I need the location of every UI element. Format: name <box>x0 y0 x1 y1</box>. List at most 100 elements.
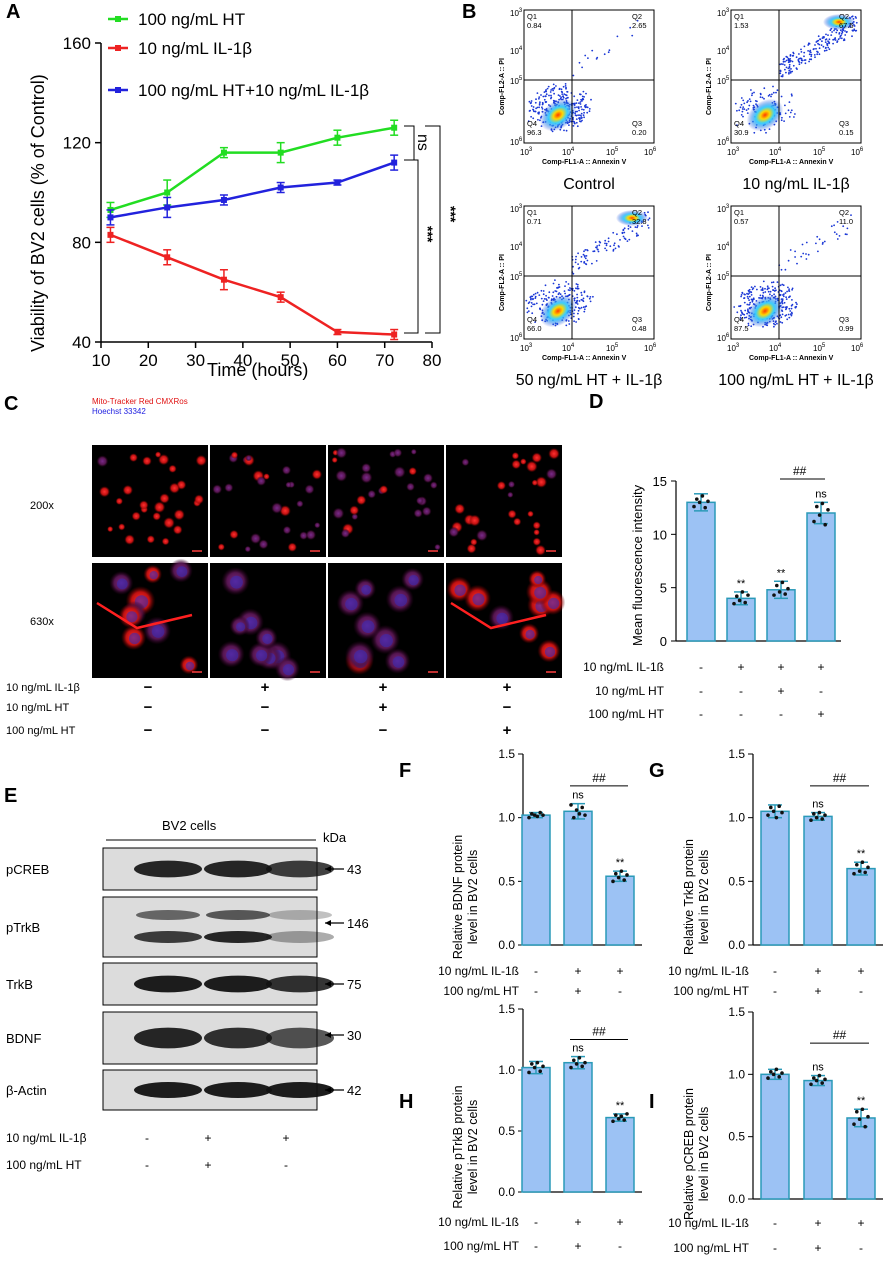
cell-nucleus <box>282 664 295 676</box>
flow-event-dot <box>769 293 771 296</box>
flow-event-dot <box>788 288 790 290</box>
small-condition-mark: - <box>534 984 538 998</box>
small-sig-bracket: ## <box>833 1028 847 1042</box>
flow-event-dot <box>763 87 766 90</box>
flow-event-dot <box>573 290 576 292</box>
cell-nucleus <box>176 566 188 577</box>
flow-event-dot <box>541 106 543 109</box>
small-data-point <box>538 1069 542 1074</box>
small-data-point <box>569 1065 573 1070</box>
cell-blob <box>527 510 534 518</box>
flow-event-dot <box>822 45 825 48</box>
flow-plot-caption: Control <box>563 176 615 193</box>
blot-arrowhead <box>325 920 331 926</box>
small-bar <box>846 1117 876 1200</box>
flow-xtick: 103 <box>727 147 740 157</box>
flow-ytick: 103 <box>510 204 523 214</box>
a-bracket-ns <box>404 125 415 161</box>
flow-ytick: 106 <box>717 137 730 147</box>
small-bar <box>803 1079 833 1200</box>
d-data-point <box>706 499 710 504</box>
d-sig-label: ns <box>815 488 827 500</box>
small-data-point <box>777 804 781 809</box>
a-legend-label: 100 ng/mL HT <box>138 10 245 29</box>
flow-event-dot <box>773 293 775 296</box>
flow-event-dot <box>808 60 810 63</box>
flow-event-dot <box>572 272 575 275</box>
small-bar <box>803 815 833 946</box>
panel-label-g: G <box>649 760 665 782</box>
flow-event-dot <box>836 238 839 240</box>
cell-blob <box>305 529 317 541</box>
flow-event-dot <box>607 240 610 243</box>
flow-x-axis-label: Comp-FL1-A :: Annexin V <box>542 159 627 166</box>
a-bracket-1 <box>404 159 419 334</box>
flow-event-dot <box>807 44 810 46</box>
flow-event-dot <box>622 228 625 231</box>
small-condition-mark: - <box>534 964 538 978</box>
blot-arrowhead <box>325 1087 331 1093</box>
cell-blob <box>360 471 373 484</box>
flow-event-dot <box>766 288 769 291</box>
flow-event-dot <box>743 102 746 105</box>
flow-event-dot <box>734 102 737 105</box>
flow-event-dot <box>738 109 741 112</box>
flow-event-dot <box>534 110 537 113</box>
cell-nucleus <box>379 634 393 648</box>
flow-q2-label: Q2 <box>839 208 849 217</box>
flow-event-dot <box>539 101 541 104</box>
flow-event-dot <box>779 321 782 323</box>
flow-event-dot <box>813 54 816 56</box>
small-ytick-label: 0.5 <box>728 874 745 888</box>
flow-event-dot <box>750 89 752 91</box>
flow-event-dot <box>584 104 586 107</box>
d-condition-mark: - <box>699 707 703 721</box>
flow-event-dot <box>792 52 795 55</box>
flow-event-dot <box>810 53 813 56</box>
blot-arrowhead <box>325 981 331 987</box>
flow-event-dot <box>739 304 742 307</box>
flow-event-dot <box>740 309 742 312</box>
panel-f-bar-chart: F 0.0 0.5 1.0 1.5 Relative BDNF protein level … <box>399 747 642 998</box>
small-sig-label: ns <box>572 790 584 802</box>
cell-blob <box>256 476 267 486</box>
flow-event-dot <box>817 42 819 45</box>
small-data-point <box>532 1065 537 1070</box>
a-series-line <box>110 161 395 219</box>
flow-event-dot <box>586 249 588 251</box>
small-data-point <box>852 871 856 876</box>
flow-event-dot <box>767 290 770 293</box>
flow-event-dot <box>595 260 598 262</box>
small-data-point <box>860 1107 865 1112</box>
flow-event-dot <box>531 312 534 315</box>
flow-event-dot <box>556 287 558 289</box>
flow-event-dot <box>581 95 584 98</box>
flow-q4-label: Q4 <box>527 119 537 128</box>
cell-process <box>450 601 547 630</box>
small-data-point <box>580 1064 584 1069</box>
small-ytick-label: 0.5 <box>498 874 515 888</box>
flow-event-dot <box>742 115 744 118</box>
small-bar <box>521 1066 551 1193</box>
flow-event-dot <box>814 44 816 46</box>
flow-event-dot <box>647 227 650 229</box>
flow-event-dot <box>742 106 745 108</box>
d-condition-mark: - <box>739 684 743 698</box>
flow-event-dot <box>840 37 843 40</box>
d-data-point <box>737 598 742 603</box>
flow-event-dot <box>814 56 816 59</box>
a-data-point <box>107 231 114 238</box>
small-condition-mark: - <box>859 984 863 998</box>
flow-xtick: 106 <box>644 147 657 157</box>
flow-event-dot <box>621 231 624 234</box>
flow-event-dot <box>759 294 762 297</box>
small-data-point <box>769 805 773 810</box>
flow-event-dot <box>597 250 600 253</box>
flow-event-dot <box>578 102 580 104</box>
panel-h-bar-chart: H 0.0 0.5 1.0 1.5 Relative pTrkB protein level… <box>399 1002 642 1253</box>
cell-blob <box>122 484 133 496</box>
flow-event-dot <box>537 118 539 121</box>
flow-event-dot <box>750 325 753 328</box>
a-series-0 <box>106 119 399 219</box>
blot-kda-label: 30 <box>347 1028 361 1043</box>
